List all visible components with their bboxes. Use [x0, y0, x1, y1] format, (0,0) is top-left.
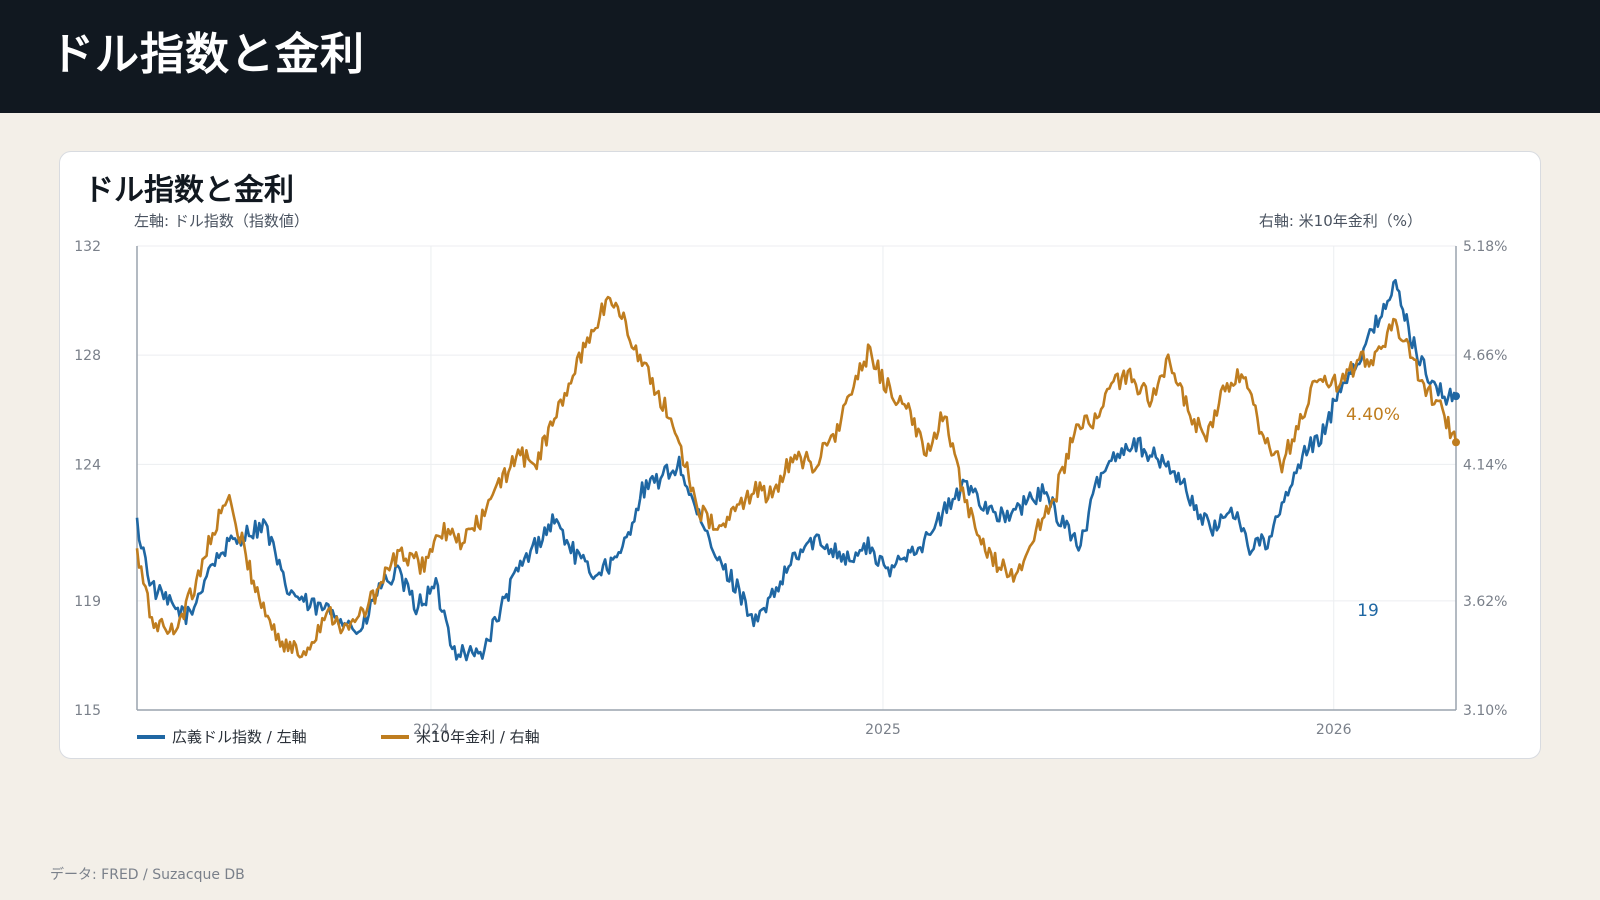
y-left-tick-label: 128 — [74, 348, 101, 364]
left-axis-note: 左軸: ドル指数（指数値） — [134, 212, 309, 230]
dollar-index-end-point — [1452, 392, 1460, 401]
x-tick-label: 2025 — [865, 722, 901, 738]
page-title: ドル指数と金利 — [50, 29, 365, 80]
chart-title: ドル指数と金利 — [84, 173, 294, 208]
legend-swatch-rate — [381, 735, 409, 739]
y-right-tick-label: 4.14% — [1463, 457, 1507, 473]
legend-label-rate: 米10年金利 / 右軸 — [416, 728, 540, 746]
rate-line — [135, 295, 1458, 659]
y-left-tick-label: 124 — [74, 457, 101, 473]
rate-end-point — [1452, 438, 1460, 447]
rate-end-label: 4.40% — [1346, 405, 1400, 425]
legend-label-dollar: 広義ドル指数 / 左軸 — [172, 728, 307, 746]
x-tick-label: 2026 — [1316, 722, 1352, 738]
data-source-note: データ: FRED / Suzacque DB — [50, 867, 245, 883]
y-right-tick-label: 5.18% — [1463, 239, 1507, 255]
dollar-index-line — [135, 278, 1458, 662]
x-tick-label: 2024 — [413, 722, 449, 738]
legend-swatch-dollar — [137, 735, 165, 739]
y-left-tick-label: 115 — [74, 703, 101, 719]
header-bar: ドル指数と金利 — [0, 0, 1600, 113]
y-right-tick-label: 3.62% — [1463, 594, 1507, 610]
y-left-tick-label: 119 — [74, 594, 101, 610]
y-left-tick-label: 132 — [74, 239, 101, 255]
y-right-tick-label: 4.66% — [1463, 348, 1507, 364]
right-axis-note: 右軸: 米10年金利（%） — [1258, 212, 1422, 230]
dollar-index-end-label: 19 — [1357, 601, 1379, 621]
y-right-tick-label: 3.10% — [1463, 703, 1507, 719]
